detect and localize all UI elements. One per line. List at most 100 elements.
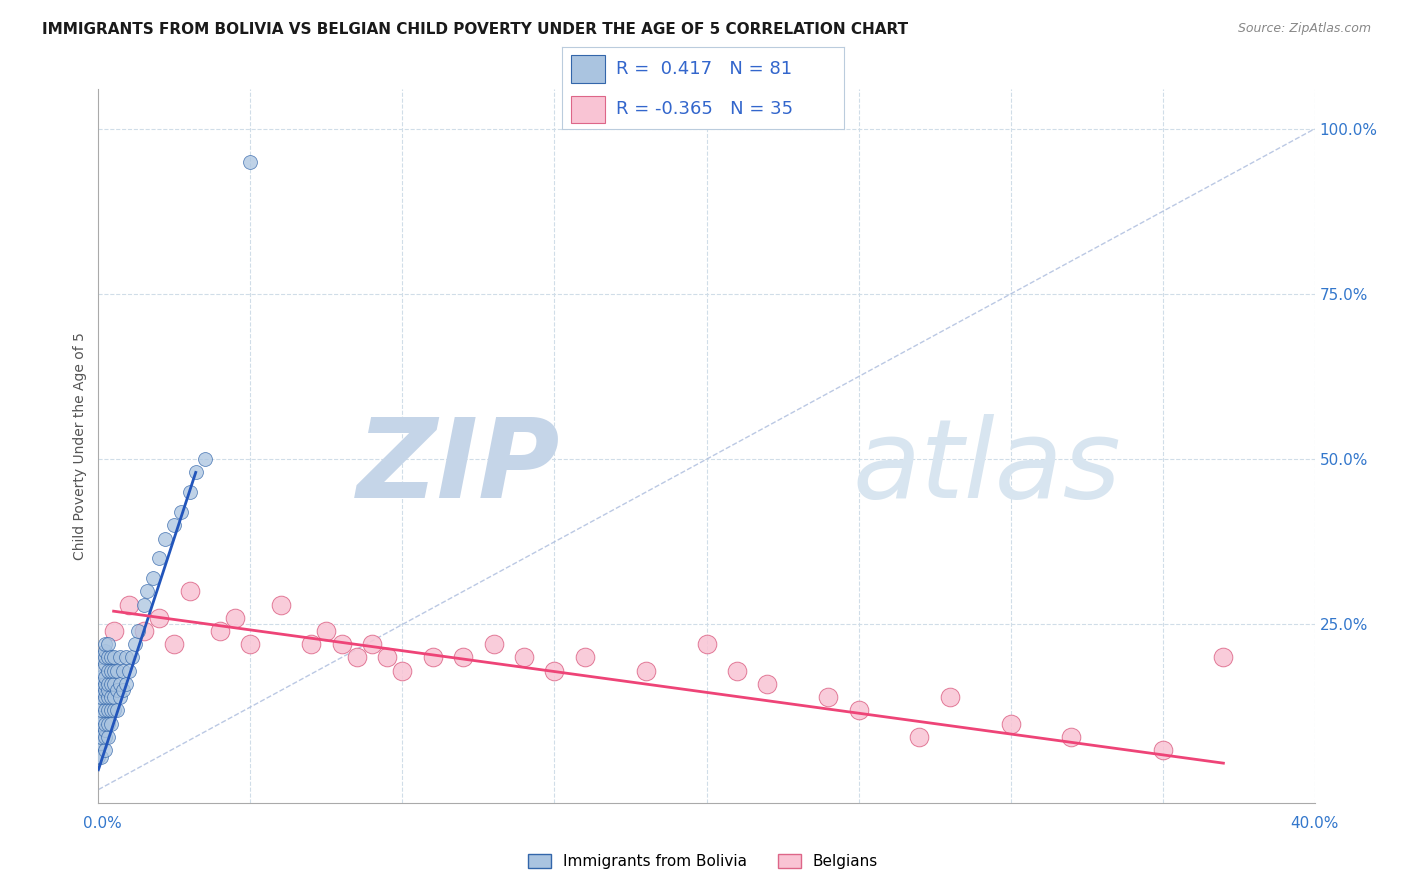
Point: [111, 683, 134, 698]
Point: [100, 690, 122, 704]
Point: [90, 670, 112, 684]
Point: [136, 584, 159, 599]
Point: [1060, 730, 1083, 744]
Point: [100, 677, 122, 691]
Point: [270, 598, 292, 612]
Point: [179, 584, 201, 599]
Point: [361, 637, 384, 651]
Point: [132, 624, 155, 638]
Point: [100, 716, 122, 731]
Point: [90, 683, 112, 698]
Point: [391, 664, 413, 678]
Point: [103, 650, 125, 665]
Point: [111, 664, 134, 678]
Point: [96, 677, 118, 691]
Point: [108, 690, 131, 704]
Point: [513, 650, 536, 665]
Point: [100, 664, 122, 678]
Point: [93, 730, 115, 744]
Point: [90, 716, 112, 731]
Point: [543, 664, 565, 678]
Point: [375, 650, 398, 665]
Point: [103, 664, 125, 678]
Point: [756, 677, 779, 691]
Point: [908, 730, 931, 744]
Point: [422, 650, 444, 665]
Point: [96, 664, 118, 678]
Point: [163, 637, 186, 651]
Point: [817, 690, 839, 704]
Point: [87, 683, 110, 698]
Point: [87, 710, 110, 724]
Point: [209, 624, 232, 638]
Point: [114, 650, 136, 665]
Point: [453, 650, 475, 665]
Point: [96, 703, 118, 717]
Point: [330, 637, 353, 651]
Point: [315, 624, 337, 638]
Point: [90, 730, 112, 744]
Point: [96, 683, 118, 698]
Point: [105, 664, 128, 678]
Point: [93, 683, 115, 698]
Point: [574, 650, 596, 665]
Point: [96, 637, 118, 651]
Point: [121, 650, 143, 665]
Text: 40.0%: 40.0%: [1291, 816, 1339, 831]
Point: [114, 677, 136, 691]
Point: [87, 716, 110, 731]
Point: [239, 637, 262, 651]
Point: [90, 650, 112, 665]
Point: [132, 598, 155, 612]
Point: [848, 703, 870, 717]
Point: [93, 690, 115, 704]
Point: [87, 749, 110, 764]
Point: [103, 677, 125, 691]
Text: 0.0%: 0.0%: [83, 816, 122, 831]
Point: [93, 703, 115, 717]
Point: [93, 670, 115, 684]
Point: [93, 723, 115, 738]
Point: [96, 650, 118, 665]
Point: [1152, 743, 1174, 757]
Point: [93, 637, 115, 651]
Point: [90, 677, 112, 691]
Point: [179, 485, 201, 500]
Point: [148, 611, 170, 625]
Text: ZIP: ZIP: [357, 414, 561, 521]
Point: [346, 650, 368, 665]
Point: [87, 730, 110, 744]
Point: [93, 743, 115, 757]
Point: [93, 716, 115, 731]
Point: [124, 637, 146, 651]
Point: [148, 551, 170, 566]
Bar: [571, 55, 605, 83]
Point: [184, 466, 207, 480]
Point: [239, 154, 262, 169]
Point: [90, 710, 112, 724]
Point: [224, 611, 246, 625]
Point: [163, 518, 186, 533]
Y-axis label: Child Poverty Under the Age of 5: Child Poverty Under the Age of 5: [73, 332, 87, 560]
Point: [87, 703, 110, 717]
Text: IMMIGRANTS FROM BOLIVIA VS BELGIAN CHILD POVERTY UNDER THE AGE OF 5 CORRELATION : IMMIGRANTS FROM BOLIVIA VS BELGIAN CHILD…: [42, 22, 908, 37]
Point: [103, 690, 125, 704]
Point: [90, 736, 112, 750]
Point: [96, 730, 118, 744]
Point: [93, 650, 115, 665]
Point: [103, 703, 125, 717]
Point: [87, 697, 110, 711]
Point: [155, 532, 177, 546]
Point: [482, 637, 505, 651]
Point: [634, 664, 657, 678]
Point: [93, 677, 115, 691]
Point: [105, 703, 128, 717]
Text: Source: ZipAtlas.com: Source: ZipAtlas.com: [1237, 22, 1371, 36]
Point: [90, 664, 112, 678]
Point: [87, 736, 110, 750]
Point: [1212, 650, 1234, 665]
Text: atlas: atlas: [852, 414, 1121, 521]
Point: [87, 723, 110, 738]
Point: [90, 697, 112, 711]
Point: [1000, 716, 1022, 731]
